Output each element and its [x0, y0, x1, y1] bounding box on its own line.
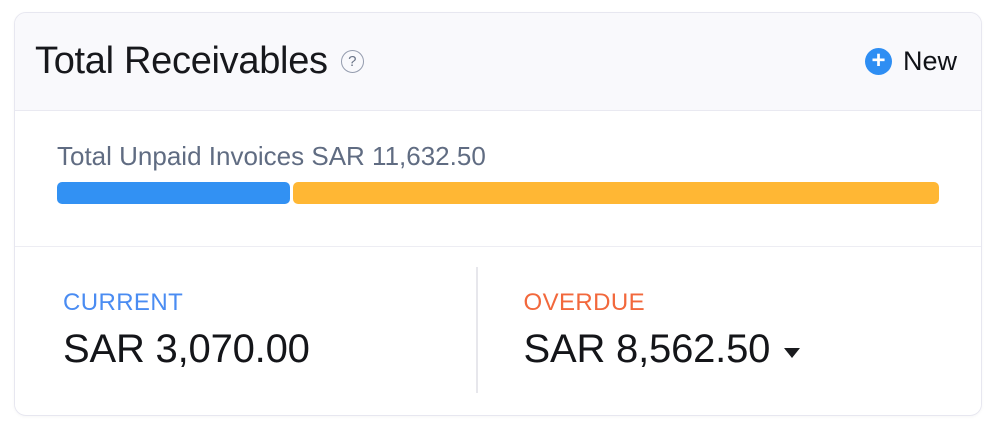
- overdue-amount-row: SAR 8,562.50: [524, 327, 982, 372]
- current-stat: CURRENT SAR 3,070.00: [15, 247, 476, 414]
- receivables-progress-bar: [57, 182, 939, 204]
- plus-icon: +: [864, 48, 892, 75]
- overdue-label: OVERDUE: [523, 289, 645, 316]
- progress-current-segment: [57, 182, 290, 204]
- current-label: CURRENT: [63, 289, 184, 316]
- overdue-amount: SAR 8,562.50: [523, 327, 771, 371]
- receivables-summary-section: Total Unpaid Invoices SAR 11,632.50: [15, 111, 981, 247]
- progress-overdue-segment: [292, 182, 939, 204]
- current-amount: SAR 3,070.00: [63, 327, 310, 371]
- help-icon[interactable]: ?: [340, 50, 364, 73]
- vertical-divider: [476, 267, 478, 393]
- total-receivables-card: Total Receivables ? + New Total Unpaid I…: [14, 12, 982, 416]
- receivables-stats-section: CURRENT SAR 3,070.00 OVERDUE SAR 8,562.5…: [15, 247, 981, 414]
- card-title: Total Receivables: [35, 40, 328, 82]
- overdue-stat: OVERDUE SAR 8,562.50: [478, 247, 982, 414]
- new-button[interactable]: + New: [864, 46, 957, 77]
- card-header: Total Receivables ? + New: [15, 13, 981, 111]
- caret-down-icon[interactable]: [784, 347, 801, 358]
- new-button-label: New: [902, 46, 957, 76]
- total-unpaid-invoices-label: Total Unpaid Invoices SAR 11,632.50: [57, 141, 486, 171]
